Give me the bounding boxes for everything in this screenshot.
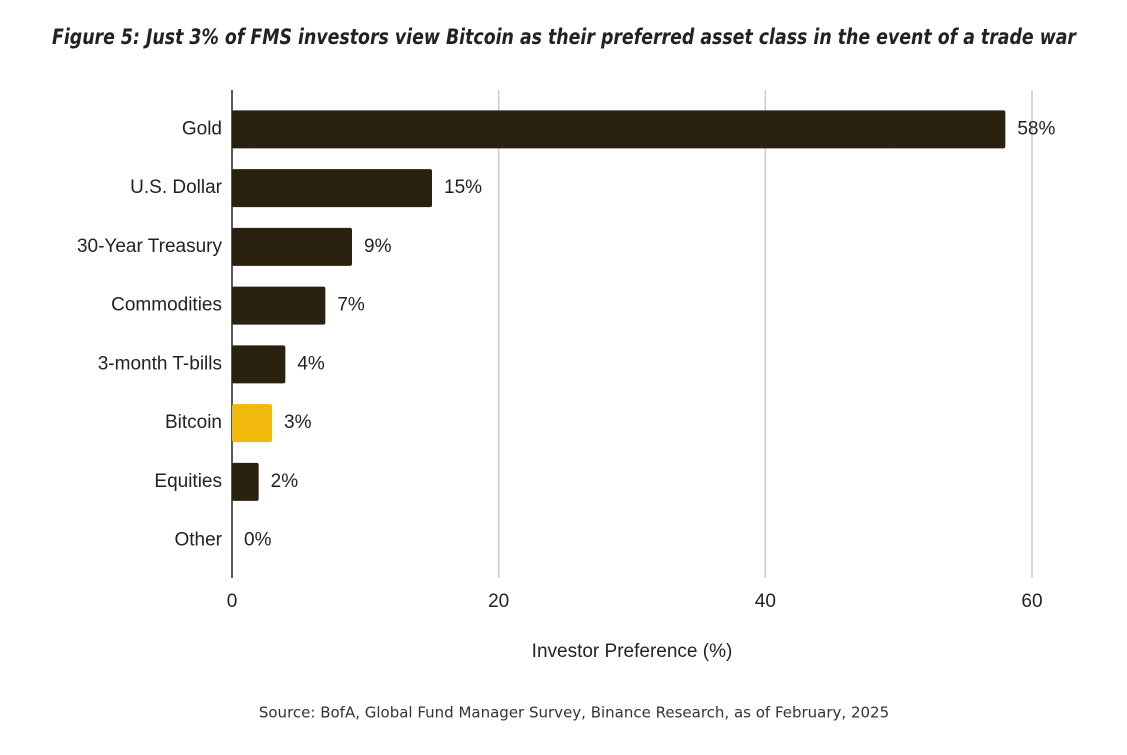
y-tick-label: Bitcoin (165, 412, 222, 433)
bar (232, 286, 326, 325)
bar (232, 227, 352, 266)
value-label: 15% (444, 177, 482, 198)
value-label: 4% (297, 353, 325, 374)
x-tick-label: 40 (755, 591, 776, 612)
y-tick-label: U.S. Dollar (130, 177, 223, 198)
bar (232, 169, 432, 208)
bar (232, 462, 259, 501)
x-tick-label: 0 (227, 591, 238, 612)
value-label: 2% (271, 471, 299, 492)
x-tick-label: 20 (488, 591, 509, 612)
y-tick-label: Equities (154, 471, 222, 492)
value-label: 9% (364, 236, 392, 257)
y-tick-label: 30-Year Treasury (77, 236, 223, 257)
chart-title: Figure 5: Just 3% of FMS investors view … (52, 25, 1077, 49)
y-tick-label: Other (174, 530, 222, 551)
value-label: 3% (284, 412, 312, 433)
bar (232, 345, 286, 384)
bar (232, 404, 272, 443)
x-axis-label: Investor Preference (%) (532, 641, 733, 662)
source-note: Source: BofA, Global Fund Manager Survey… (259, 704, 889, 722)
y-tick-label: Gold (182, 118, 222, 139)
value-label: 7% (337, 295, 365, 316)
value-label: 0% (244, 530, 272, 551)
x-tick-label: 60 (1021, 591, 1042, 612)
bar (232, 110, 1006, 149)
y-tick-label: 3-month T-bills (98, 353, 222, 374)
y-tick-label: Commodities (111, 295, 222, 316)
value-label: 58% (1017, 118, 1055, 139)
